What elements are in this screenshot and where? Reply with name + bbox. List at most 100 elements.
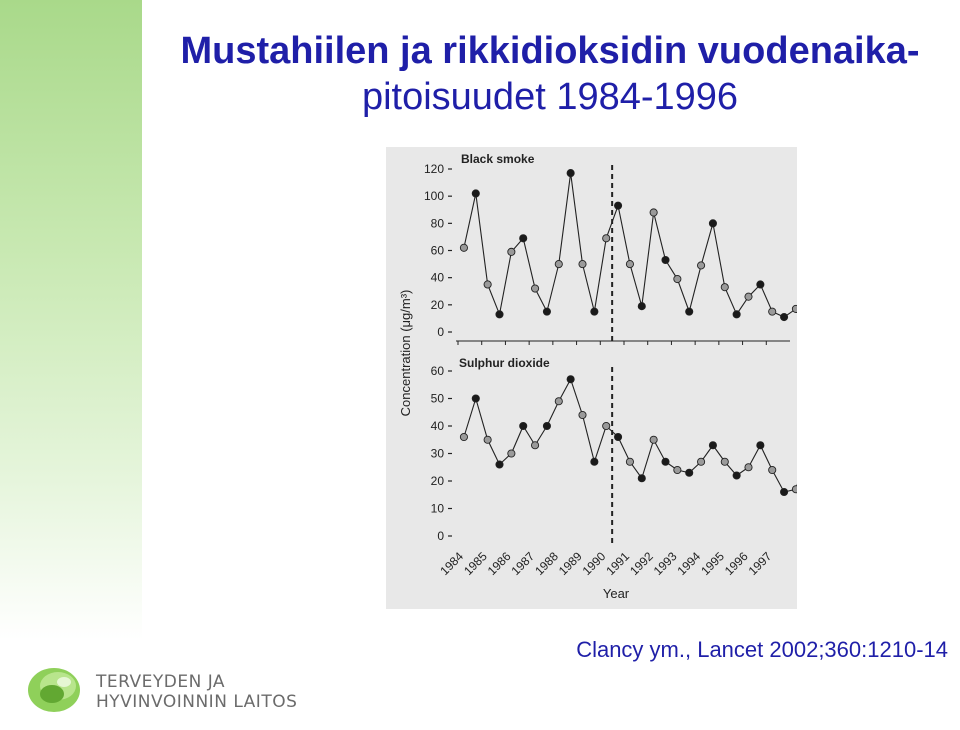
y-tick-label: 40 bbox=[431, 419, 445, 433]
data-point bbox=[566, 375, 575, 384]
thl-logo-icon bbox=[28, 668, 80, 712]
data-point bbox=[720, 283, 729, 292]
data-point bbox=[661, 255, 670, 265]
panel-title: Sulphur dioxide bbox=[459, 356, 550, 370]
data-point bbox=[649, 208, 658, 217]
data-point bbox=[483, 435, 492, 444]
data-point bbox=[614, 432, 623, 442]
x-tick-label: 1988 bbox=[532, 549, 561, 578]
data-point bbox=[625, 260, 634, 269]
data-point bbox=[637, 474, 646, 483]
data-point bbox=[756, 280, 765, 289]
data-point bbox=[625, 457, 634, 466]
y-tick-label: 20 bbox=[431, 298, 445, 312]
y-tick-label: 30 bbox=[431, 447, 445, 461]
series-line bbox=[463, 377, 797, 493]
y-tick-label: 60 bbox=[431, 244, 445, 258]
x-tick-label: 1996 bbox=[722, 549, 751, 578]
x-tick-label: 1989 bbox=[556, 549, 585, 578]
data-point bbox=[459, 432, 468, 442]
y-tick-label: 100 bbox=[424, 189, 444, 203]
x-tick-label: 1995 bbox=[698, 549, 727, 578]
data-point bbox=[519, 234, 528, 243]
data-point bbox=[542, 421, 551, 431]
data-point bbox=[519, 421, 528, 431]
data-point bbox=[554, 260, 563, 269]
y-tick-label: 80 bbox=[431, 216, 445, 230]
panel-title: Black smoke bbox=[461, 152, 535, 166]
data-point bbox=[531, 441, 540, 450]
data-point bbox=[697, 261, 706, 270]
data-point bbox=[768, 307, 777, 316]
y-tick-label: 40 bbox=[431, 271, 445, 285]
data-point bbox=[495, 460, 504, 469]
y-axis-label: Concentration (μg/m³) bbox=[398, 290, 413, 417]
data-point bbox=[602, 234, 611, 243]
data-point bbox=[673, 274, 682, 284]
data-point bbox=[602, 421, 611, 431]
title-line-2: pitoisuudet 1984-1996 bbox=[361, 76, 739, 118]
data-point bbox=[471, 394, 480, 403]
x-tick-label: 1990 bbox=[580, 549, 609, 578]
data-point bbox=[459, 243, 468, 252]
data-point bbox=[661, 457, 670, 466]
data-point bbox=[578, 410, 587, 420]
data-point bbox=[554, 397, 563, 406]
data-point bbox=[673, 465, 682, 475]
data-point bbox=[590, 457, 599, 466]
data-point bbox=[744, 292, 753, 301]
x-tick-label: 1994 bbox=[674, 549, 703, 578]
data-point bbox=[614, 201, 623, 210]
logo-line-1: TERVEYDEN JA bbox=[96, 672, 226, 692]
slide-title: Mustahiilen ja rikkidioksidin vuodenaika… bbox=[150, 28, 950, 120]
x-axis-label: Year bbox=[603, 586, 630, 601]
x-tick-label: 1985 bbox=[461, 549, 490, 578]
logo-line-2: HYVINVOINNIN LAITOS bbox=[96, 692, 298, 712]
data-point bbox=[531, 284, 540, 293]
x-tick-label: 1992 bbox=[627, 549, 656, 578]
data-point bbox=[791, 304, 797, 313]
data-point bbox=[495, 310, 504, 319]
data-point bbox=[708, 441, 717, 450]
title-line-1: Mustahiilen ja rikkidioksidin vuodenaika… bbox=[180, 30, 920, 72]
data-point bbox=[791, 485, 797, 494]
data-point bbox=[542, 307, 551, 316]
x-tick-label: 1997 bbox=[746, 549, 775, 578]
side-gradient-band bbox=[0, 0, 142, 640]
y-tick-label: 60 bbox=[431, 364, 445, 378]
data-point bbox=[507, 247, 516, 256]
citation: Clancy ym., Lancet 2002;360:1210-14 bbox=[576, 637, 948, 662]
x-tick-label: 1984 bbox=[437, 549, 466, 578]
data-point bbox=[744, 463, 753, 472]
data-point bbox=[507, 449, 516, 458]
data-point bbox=[578, 260, 587, 269]
data-point bbox=[697, 457, 706, 466]
data-point bbox=[566, 169, 575, 178]
data-point bbox=[756, 441, 765, 450]
x-tick-label: 1991 bbox=[603, 549, 632, 578]
data-point bbox=[685, 307, 694, 316]
y-tick-label: 0 bbox=[437, 325, 444, 339]
data-point bbox=[637, 302, 646, 311]
data-point bbox=[732, 471, 741, 480]
chart-figure: 120 100 80 60 40 20 0 Black smoke 60 50 40 30 20 10 0 S… bbox=[386, 147, 797, 609]
data-point bbox=[471, 189, 480, 198]
data-point bbox=[708, 219, 717, 228]
x-tick-label: 1987 bbox=[508, 549, 537, 578]
data-point bbox=[685, 468, 694, 477]
x-tick-label: 1993 bbox=[651, 549, 680, 578]
y-tick-label: 120 bbox=[424, 162, 444, 176]
data-point bbox=[649, 435, 658, 444]
y-tick-label: 0 bbox=[437, 529, 444, 543]
y-tick-label: 50 bbox=[431, 392, 445, 406]
data-point bbox=[780, 487, 789, 497]
y-tick-label: 10 bbox=[431, 502, 445, 516]
x-tick-label: 1986 bbox=[485, 549, 514, 578]
data-point bbox=[720, 457, 729, 466]
y-tick-label: 20 bbox=[431, 474, 445, 488]
data-point bbox=[590, 307, 599, 316]
data-point bbox=[483, 280, 492, 289]
data-point bbox=[780, 313, 789, 322]
data-point bbox=[732, 310, 741, 319]
